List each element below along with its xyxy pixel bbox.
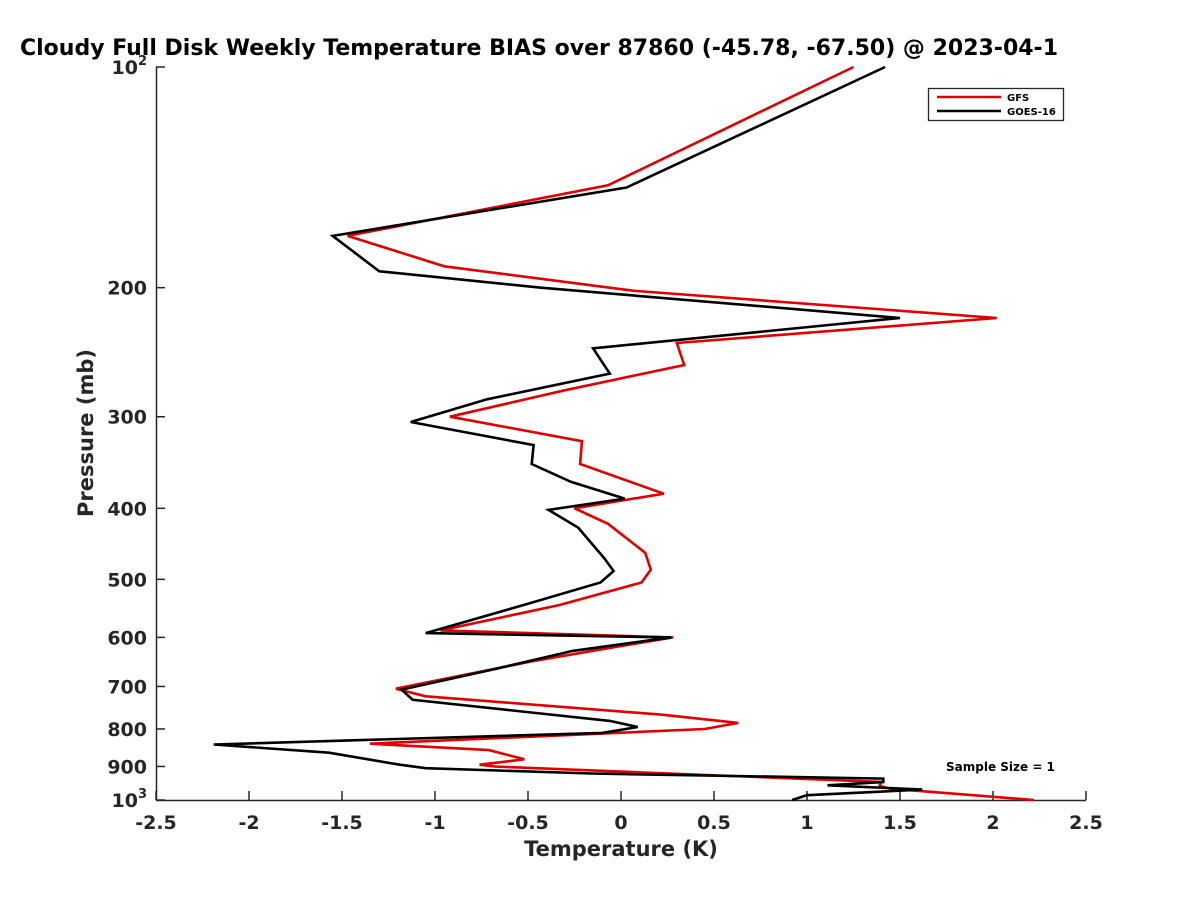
- y-tick-label: 600: [107, 627, 147, 649]
- y-tick-label: 200: [107, 278, 147, 300]
- legend: GFS GOES-16: [927, 87, 1065, 122]
- legend-box: [927, 87, 1065, 122]
- y-tick-label: 400: [107, 498, 147, 520]
- series-line-gfs: [347, 65, 1035, 802]
- x-tick-label: 0.5: [697, 812, 731, 834]
- y-axis-label: Pressure (mb): [74, 349, 98, 517]
- legend-label-goes-16: GOES-16: [1007, 107, 1056, 118]
- y-tick-label: 700: [107, 676, 147, 698]
- y-tick-label: 300: [107, 407, 147, 429]
- x-tick-label: 1: [800, 812, 813, 834]
- y-tick-base: 10: [112, 790, 138, 812]
- x-tick-label: -1: [424, 812, 445, 834]
- x-tick-label: 1.5: [883, 812, 917, 834]
- legend-label-gfs: GFS: [1007, 93, 1029, 104]
- y-tick-label: 500: [107, 569, 147, 591]
- x-tick-label: -0.5: [507, 812, 549, 834]
- x-axis-ticks: -2.5 -2 -1.5 -1 -0.5 0 0.5 1 1.5 2 2.5: [135, 791, 1103, 834]
- y-tick-label: 102: [112, 54, 148, 79]
- x-tick-label: -2: [238, 812, 259, 834]
- chart-title: Cloudy Full Disk Weekly Temperature BIAS…: [20, 36, 1058, 61]
- y-tick-exponent: 3: [138, 787, 147, 802]
- x-tick-label: 0: [614, 812, 627, 834]
- y-tick-label: 800: [107, 719, 147, 741]
- x-tick-label: 2: [986, 812, 999, 834]
- y-tick-exponent: 2: [138, 54, 147, 69]
- x-tick-label: 2.5: [1069, 812, 1103, 834]
- x-axis-label: Temperature (K): [524, 837, 718, 861]
- series-line-goes-16: [213, 65, 923, 802]
- y-tick-label: 103: [112, 787, 148, 812]
- x-tick-label: -2.5: [135, 812, 177, 834]
- y-tick-label: 900: [107, 756, 147, 778]
- series-lines: [213, 65, 1035, 802]
- y-tick-base: 10: [112, 57, 138, 79]
- sample-size-annotation: Sample Size = 1: [946, 760, 1055, 774]
- x-tick-label: -1.5: [321, 812, 363, 834]
